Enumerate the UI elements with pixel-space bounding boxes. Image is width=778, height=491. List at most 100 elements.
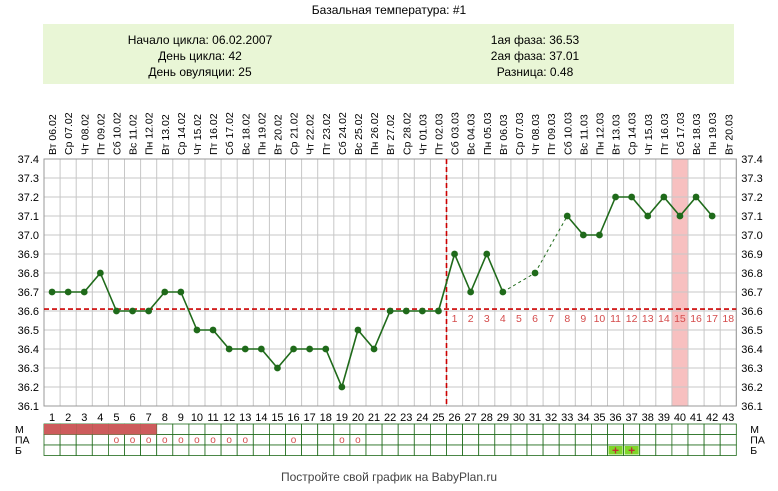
date-label: Пт 16.03 xyxy=(659,113,671,155)
menstruation-cell xyxy=(108,424,125,435)
date-label: Пн 12.02 xyxy=(144,112,156,155)
footer-link[interactable]: Постройте свой график на BabyPlan.ru xyxy=(280,470,498,484)
row-cell xyxy=(365,423,383,435)
temperature-point xyxy=(386,307,394,315)
row-cell xyxy=(526,423,544,435)
date-label: Вт 06.02 xyxy=(47,114,59,155)
menstruation-cell xyxy=(60,424,77,435)
menstruation-cell xyxy=(140,424,157,435)
day-number: 15 xyxy=(271,412,283,424)
date-label: Пн 19.02 xyxy=(256,112,268,155)
luteal-day-number: 2 xyxy=(468,313,474,325)
day-number: 23 xyxy=(400,412,412,424)
temperature-point xyxy=(274,364,281,372)
y-tick-label-right: 37.4 xyxy=(741,154,762,166)
temperature-point xyxy=(48,288,56,296)
temperature-line xyxy=(486,253,504,293)
row-cell xyxy=(607,423,625,435)
row-cell xyxy=(397,444,415,456)
temperature-point xyxy=(692,193,700,201)
date-label: Пт 09.02 xyxy=(95,113,107,155)
day-number: 2 xyxy=(65,412,71,424)
luteal-day-number: 8 xyxy=(564,313,570,325)
temperature-line xyxy=(276,348,295,369)
temperature-line xyxy=(357,329,375,350)
row-label-left: М xyxy=(15,424,24,436)
temperature-point xyxy=(531,269,539,277)
date-label: Чт 15.03 xyxy=(643,114,655,155)
y-tick-label-right: 36.4 xyxy=(741,344,762,356)
temperature-point xyxy=(338,383,346,391)
date-label: Ср 28.02 xyxy=(401,112,413,155)
date-label: Вт 20.03 xyxy=(723,114,735,155)
date-label: Чт 08.03 xyxy=(530,114,542,155)
day-number: 17 xyxy=(304,412,316,424)
pa-mark: о xyxy=(162,435,168,446)
temperature-point xyxy=(612,193,619,201)
row-cell xyxy=(671,444,689,456)
temperature-line xyxy=(83,272,101,293)
row-cell xyxy=(719,423,737,435)
luteal-day-number: 5 xyxy=(516,313,522,325)
row-cell xyxy=(591,423,608,435)
row-cell xyxy=(268,434,286,446)
plot-border xyxy=(43,158,737,407)
temperature-point xyxy=(177,288,185,296)
row-cell xyxy=(574,434,592,446)
pa-mark: о xyxy=(339,435,345,446)
row-cell xyxy=(542,423,560,435)
date-label: Пт 16.02 xyxy=(208,113,220,155)
day-number: 25 xyxy=(432,412,444,424)
row-cell xyxy=(429,434,447,446)
temperature-point xyxy=(467,288,475,296)
menstruation-cell xyxy=(124,424,141,435)
row-cell xyxy=(413,444,431,456)
row-cell xyxy=(301,444,319,456)
day-number: 32 xyxy=(545,412,557,424)
row-cell xyxy=(365,434,383,446)
row-cell xyxy=(446,434,464,446)
chart-title: Базальная температура: #1 xyxy=(311,3,467,17)
y-tick-label-right: 36.5 xyxy=(741,325,762,337)
row-cell xyxy=(91,444,109,456)
temperature-point xyxy=(193,326,201,334)
temperature-line xyxy=(469,253,488,293)
temperature-point xyxy=(80,288,88,296)
temperature-point xyxy=(563,212,571,220)
luteal-day-number: 7 xyxy=(548,313,554,325)
temperature-line xyxy=(647,196,665,217)
row-cell xyxy=(462,423,480,435)
row-cell xyxy=(252,444,270,456)
pa-mark: о xyxy=(194,435,200,446)
date-label: Сб 24.02 xyxy=(337,112,349,155)
temperature-point xyxy=(451,250,458,258)
day-number: 18 xyxy=(320,412,332,424)
row-cell xyxy=(413,434,431,446)
day-number: 12 xyxy=(223,412,235,424)
date-label: Сб 10.02 xyxy=(111,112,123,155)
day-number: 38 xyxy=(642,412,654,424)
date-label: Пт 09.03 xyxy=(546,113,558,155)
row-cell xyxy=(349,444,367,456)
luteal-day-number: 17 xyxy=(706,313,718,325)
row-cell xyxy=(381,444,399,456)
date-label: Чт 22.02 xyxy=(305,114,317,155)
row-cell xyxy=(172,444,190,456)
cycle-day-text: День цикла: 42 xyxy=(158,49,242,63)
temperature-point xyxy=(129,307,136,315)
y-tick-label-right: 37.0 xyxy=(741,230,762,242)
date-label: Пт 02.03 xyxy=(433,113,445,155)
row-cell xyxy=(591,444,608,456)
row-cell xyxy=(526,434,544,446)
date-label: Чт 15.02 xyxy=(192,114,204,155)
row-cell xyxy=(268,444,286,456)
row-label-right: М xyxy=(750,424,759,436)
row-cell xyxy=(478,434,496,446)
day-number: 6 xyxy=(129,412,135,424)
y-tick-label-left: 36.7 xyxy=(18,287,39,299)
row-cell xyxy=(478,444,496,456)
luteal-day-number: 10 xyxy=(594,313,606,325)
b-mark: + xyxy=(628,444,635,458)
y-tick-label-right: 37.2 xyxy=(741,192,762,204)
y-tick-label-left: 36.2 xyxy=(18,382,39,394)
